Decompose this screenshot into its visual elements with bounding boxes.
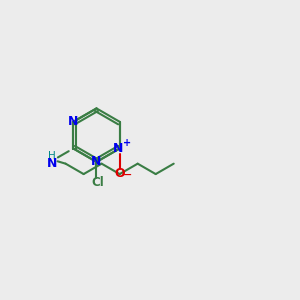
Text: N: N [47,157,57,170]
Text: O: O [114,167,125,180]
Text: N: N [91,155,102,168]
Text: +: + [123,138,131,148]
Text: N: N [68,115,79,128]
Text: Cl: Cl [92,176,104,189]
Text: N: N [113,142,123,155]
Text: H: H [48,151,56,161]
Text: −: − [122,170,132,180]
